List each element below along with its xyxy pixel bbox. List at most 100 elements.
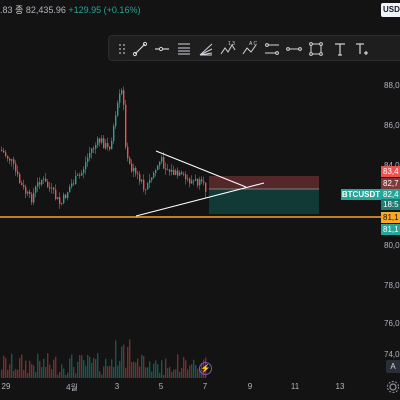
- volume-bar: [41, 367, 43, 378]
- volume-bar: [119, 360, 121, 378]
- candle-body: [17, 171, 19, 175]
- candle-body: [143, 179, 145, 190]
- price-axis[interactable]: 88,0 86,0 84,0 80,0 78,0 76,0 74,0: [381, 60, 400, 380]
- volume-bar: [79, 355, 81, 378]
- candle-body: [117, 102, 119, 116]
- stop-loss-zone[interactable]: [209, 176, 319, 189]
- candle-body: [45, 178, 47, 182]
- volume-bar: [37, 353, 39, 378]
- horizontal-ray-icon[interactable]: [153, 40, 171, 58]
- candle-body: [151, 177, 153, 180]
- text-style-icon[interactable]: [353, 40, 371, 58]
- volume-bar: [59, 371, 61, 378]
- candle-body: [83, 169, 85, 173]
- candle-body: [63, 194, 65, 203]
- volume-bar: [47, 353, 49, 378]
- triangle-lower-line[interactable]: [135, 182, 265, 217]
- candle-body: [27, 191, 29, 194]
- candle-body: [193, 180, 195, 182]
- lightning-icon[interactable]: ⚡: [199, 362, 212, 375]
- candle-body: [5, 152, 7, 156]
- candle-body: [165, 168, 167, 170]
- volume-bar: [153, 363, 155, 378]
- volume-bar: [137, 358, 139, 378]
- candle-body: [67, 192, 69, 198]
- candle-body: [177, 170, 179, 176]
- candle-body: [69, 186, 71, 193]
- candle-body: [47, 181, 49, 188]
- countdown-label: 18:5: [381, 199, 400, 210]
- volume-bar: [13, 370, 15, 378]
- volume-bar: [7, 369, 9, 378]
- candle-body: [49, 187, 51, 189]
- volume-bar: [87, 354, 89, 378]
- candle-body: [105, 143, 107, 149]
- candle-body: [139, 174, 141, 182]
- volume-bar: [167, 368, 169, 378]
- fib-fan-icon[interactable]: [197, 40, 215, 58]
- price-chart[interactable]: [0, 0, 381, 380]
- volume-bar: [169, 366, 171, 378]
- volume-bar: [125, 367, 127, 378]
- volume-bar: [91, 362, 93, 378]
- auto-scale-button[interactable]: A: [386, 360, 400, 373]
- volume-bar: [109, 365, 111, 378]
- elliott-wave-icon[interactable]: 1 3: [219, 40, 237, 58]
- candle-body: [185, 174, 187, 180]
- date-range-icon[interactable]: [285, 40, 303, 58]
- volume-bar: [89, 356, 91, 378]
- volume-bar: [15, 368, 17, 378]
- candle-body: [21, 182, 23, 186]
- volume-bar: [99, 371, 101, 378]
- currency-selector[interactable]: USDT: [381, 3, 400, 17]
- volume-bar: [85, 365, 87, 378]
- candle-body: [109, 146, 111, 150]
- abcd-pattern-icon[interactable]: A C: [241, 40, 259, 58]
- candle-body: [195, 178, 197, 181]
- volume-bar: [187, 369, 189, 378]
- rectangle-icon[interactable]: [307, 40, 325, 58]
- volume-bar: [5, 357, 7, 378]
- candle-body: [205, 182, 207, 192]
- volume-bar: [155, 360, 157, 378]
- candle-body: [37, 182, 39, 187]
- time-axis[interactable]: 29 4월 3 5 7 9 11 13: [0, 380, 381, 400]
- price-tick: 78,0: [384, 281, 400, 290]
- candle-body: [119, 93, 121, 103]
- text-icon[interactable]: [331, 40, 349, 58]
- candle-body: [155, 170, 157, 173]
- volume-bar: [117, 365, 119, 378]
- fib-retracement-icon[interactable]: [175, 40, 193, 58]
- volume-bar: [143, 355, 145, 378]
- volume-bar: [45, 367, 47, 378]
- candle-body: [23, 185, 25, 187]
- candle-body: [95, 145, 97, 149]
- volume-bar: [131, 362, 133, 378]
- volume-bar: [19, 357, 21, 378]
- symbol-label: BTCUSDT: [341, 189, 381, 200]
- trend-line-icon[interactable]: [131, 40, 149, 58]
- candle-body: [41, 179, 43, 185]
- candle-body: [33, 192, 35, 203]
- settings-gear-icon[interactable]: [386, 380, 400, 394]
- candle-body: [173, 169, 175, 175]
- price-range-icon[interactable]: [263, 40, 281, 58]
- candle-body: [97, 138, 99, 146]
- volume-bar: [103, 366, 105, 378]
- time-tick: 4월: [66, 383, 78, 392]
- volume-bar: [129, 339, 131, 378]
- candle-body: [15, 163, 17, 172]
- triangle-upper-line[interactable]: [155, 150, 247, 188]
- take-profit-zone[interactable]: [209, 189, 319, 214]
- candle-body: [39, 182, 41, 185]
- volume-bar: [67, 372, 69, 378]
- volume-bar: [65, 374, 67, 378]
- volume-bar: [141, 354, 143, 378]
- volume-group: [1, 339, 207, 378]
- volume-bar: [83, 360, 85, 378]
- drag-handle-icon[interactable]: [113, 40, 131, 58]
- candle-body: [141, 179, 143, 182]
- candle-body: [197, 178, 199, 186]
- volume-bar: [39, 360, 41, 378]
- time-tick: 3: [114, 382, 120, 391]
